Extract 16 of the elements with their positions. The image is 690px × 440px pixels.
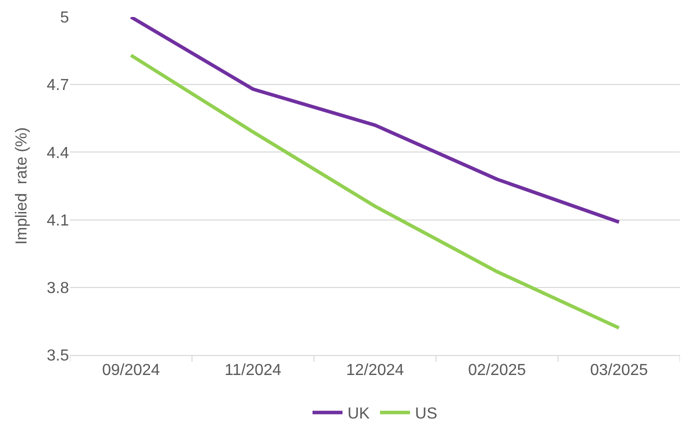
x-tick-label: 02/2025 bbox=[468, 362, 526, 380]
x-tick-label: 12/2024 bbox=[346, 362, 404, 380]
y-axis-title: Implied rate (%) bbox=[14, 127, 31, 245]
y-tick-label: 4.1 bbox=[46, 212, 70, 230]
line-series bbox=[129, 17, 621, 224]
x-tick-label: 03/2025 bbox=[590, 362, 648, 380]
legend-label: US bbox=[415, 406, 438, 423]
x-tick-label: 09/2024 bbox=[102, 362, 160, 380]
y-tick-label: 3.5 bbox=[46, 348, 70, 365]
y-tick-label: 4.7 bbox=[46, 77, 70, 94]
line-series bbox=[129, 54, 621, 330]
y-tick-label: 5 bbox=[60, 10, 70, 27]
legend-label: UK bbox=[348, 406, 370, 423]
x-tick-label: 11/2024 bbox=[224, 362, 282, 380]
y-tick-label: 4.4 bbox=[46, 144, 70, 162]
y-tick-label: 3.8 bbox=[46, 280, 70, 297]
